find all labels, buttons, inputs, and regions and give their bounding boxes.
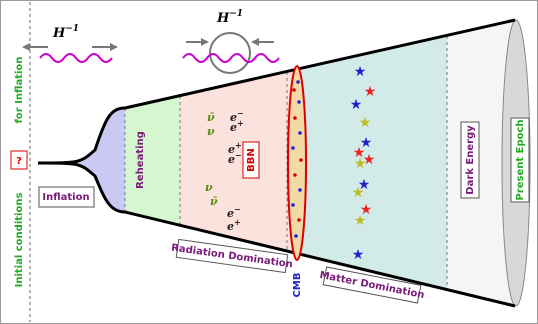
symbol: e	[230, 121, 237, 134]
symbol: ν̄	[210, 195, 218, 208]
reheating-region	[125, 96, 180, 226]
particle: ν	[205, 181, 213, 194]
charge: +	[237, 118, 244, 128]
charge: +	[234, 217, 241, 227]
era-label: BBN	[246, 148, 257, 172]
symbol: H	[216, 11, 230, 26]
charge: −	[234, 204, 241, 214]
svg-text:★: ★	[354, 213, 367, 229]
initial-text: Initial conditions	[14, 193, 25, 288]
era-label: Dark Energy	[465, 125, 476, 195]
symbol: ν	[207, 125, 215, 138]
particle: ν̄	[207, 111, 215, 124]
charge: −	[237, 108, 244, 118]
symbol: e	[227, 207, 234, 220]
symbol: H	[52, 26, 66, 41]
svg-text:★: ★	[359, 115, 372, 131]
particle: ν̄	[210, 195, 218, 208]
era-label: Reheating	[135, 131, 146, 189]
svg-text:★: ★	[352, 247, 365, 263]
exponent: −1	[65, 24, 79, 34]
particle: ν	[207, 125, 215, 138]
era-label: Present Epoch	[515, 119, 526, 200]
exponent: −1	[229, 9, 243, 19]
svg-text:★: ★	[354, 156, 367, 172]
symbol: e	[228, 153, 235, 166]
initial-text: for Inflation	[14, 57, 25, 124]
symbol: ν	[205, 181, 213, 194]
symbol: ν̄	[207, 111, 215, 124]
svg-text:★: ★	[350, 97, 363, 113]
question-mark: ?	[16, 156, 22, 167]
svg-text:★: ★	[364, 84, 377, 100]
symbol: e	[227, 220, 234, 233]
cmb-surface	[288, 66, 306, 260]
era-label: Inflation	[42, 192, 89, 203]
era-label: CMB	[292, 273, 303, 298]
charge: +	[235, 140, 242, 150]
svg-text:★: ★	[352, 185, 365, 201]
svg-text:★: ★	[354, 64, 367, 80]
cosmic-history-diagram: ★★★ ★★★ ★★★ ★★★ ★ H−1 H−1 ? Initial cond…	[0, 0, 538, 324]
charge: −	[235, 150, 242, 160]
